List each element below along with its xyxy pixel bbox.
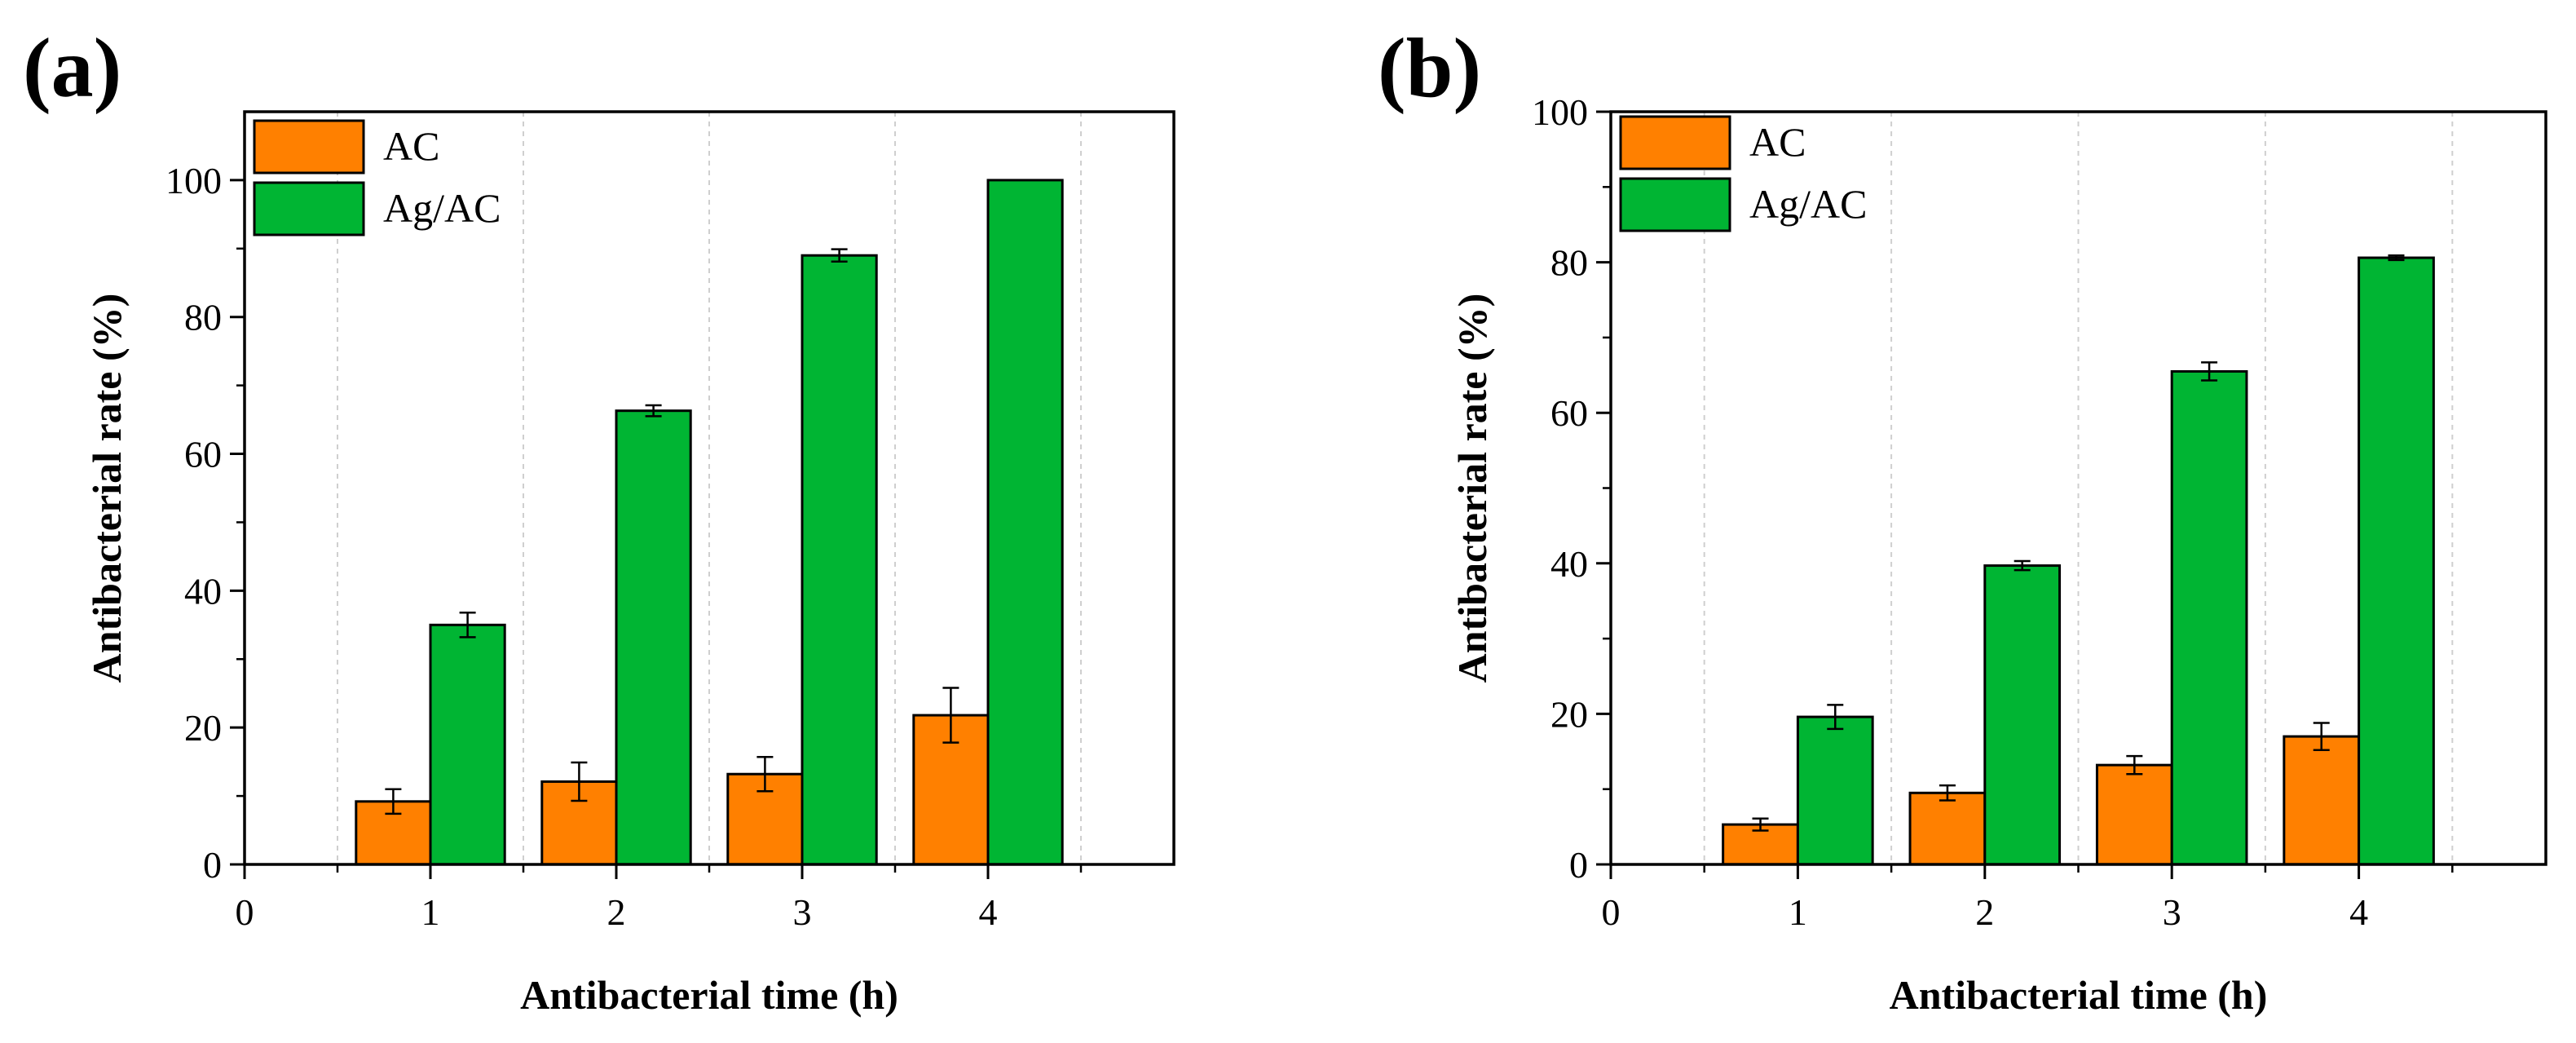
error-bar — [831, 248, 848, 263]
legend-label-ac: AC — [1749, 119, 1806, 165]
y-tick-label: 60 — [1550, 392, 1588, 434]
y-tick-label: 80 — [1550, 242, 1588, 284]
error-bar — [756, 756, 774, 793]
error-bar — [1939, 784, 1956, 802]
x-tick-label: 0 — [236, 891, 254, 933]
x-tick-label: 2 — [1975, 891, 1994, 933]
error-bar — [942, 687, 959, 744]
bar-agac-3 — [2170, 369, 2248, 866]
x-axis-label: Antibacterial time (h) — [1890, 972, 2268, 1018]
panel-letter: (b) — [1378, 21, 1481, 115]
chart-panel-b: (b) 0 20 40 60 80 100 0 1 2 3 4 Antibacterial time (… — [1378, 21, 2547, 1018]
legend: AC Ag/AC — [253, 119, 501, 236]
legend-swatch-agac — [1619, 177, 1731, 232]
bar-ac-2 — [1908, 791, 1987, 866]
panel-letter: (a) — [23, 21, 121, 115]
bar-ac-3 — [2095, 763, 2173, 866]
y-tick-label: 100 — [1532, 91, 1588, 133]
bar-agac-1 — [1796, 715, 1874, 866]
bar-ac-4 — [2283, 735, 2361, 866]
legend-swatch-ac — [1619, 115, 1731, 170]
x-tick-label: 0 — [1602, 891, 1621, 933]
error-bar — [2201, 361, 2218, 382]
x-tick-label: 1 — [421, 891, 440, 933]
y-axis-label: Antibacterial rate (%) — [84, 294, 130, 683]
bar-agac-1 — [429, 623, 506, 866]
x-tick-label: 2 — [607, 891, 626, 933]
y-tick-label: 100 — [165, 160, 222, 201]
y-tick-label: 0 — [203, 844, 222, 886]
bar-agac-4 — [986, 179, 1064, 866]
legend-label-agac: Ag/AC — [383, 185, 501, 231]
error-bar — [1752, 817, 1769, 832]
x-tick-label: 1 — [1789, 891, 1807, 933]
error-bar — [2014, 559, 2031, 572]
error-bar — [2313, 722, 2330, 751]
bar-agac-3 — [801, 254, 878, 866]
y-tick-label: 40 — [184, 570, 222, 612]
x-tick-label: 4 — [979, 891, 998, 933]
legend-label-ac: AC — [383, 123, 439, 169]
error-bar — [2126, 754, 2143, 776]
y-tick-label: 20 — [184, 707, 222, 749]
error-bar — [2388, 254, 2405, 262]
error-bar — [1827, 704, 1844, 731]
y-tick-label: 20 — [1550, 693, 1588, 735]
legend-label-agac: Ag/AC — [1749, 181, 1867, 227]
error-bar — [385, 788, 402, 815]
bar-agac-2 — [1983, 564, 2062, 866]
chart-panel-a: (a) 0 20 40 60 80 100 0 1 2 3 4 Antibacterial time (… — [23, 21, 1176, 1018]
y-axis-label: Antibacterial rate (%) — [1449, 294, 1495, 683]
y-tick-label: 60 — [184, 434, 222, 475]
y-tick-label: 40 — [1550, 543, 1588, 585]
x-tick-label: 3 — [793, 891, 812, 933]
legend: AC Ag/AC — [1619, 115, 1867, 232]
bar-agac-2 — [615, 409, 692, 866]
error-bar — [645, 404, 662, 418]
y-tick-label: 0 — [1569, 844, 1588, 886]
error-bar — [459, 611, 476, 639]
y-tick-label: 80 — [184, 297, 222, 338]
x-tick-label: 4 — [2349, 891, 2368, 933]
bar-agac-4 — [2358, 256, 2435, 866]
x-tick-label: 3 — [2163, 891, 2181, 933]
legend-swatch-agac — [253, 181, 365, 236]
error-bar — [571, 761, 588, 802]
legend-swatch-ac — [253, 119, 365, 175]
x-axis-label: Antibacterial time (h) — [520, 972, 898, 1018]
